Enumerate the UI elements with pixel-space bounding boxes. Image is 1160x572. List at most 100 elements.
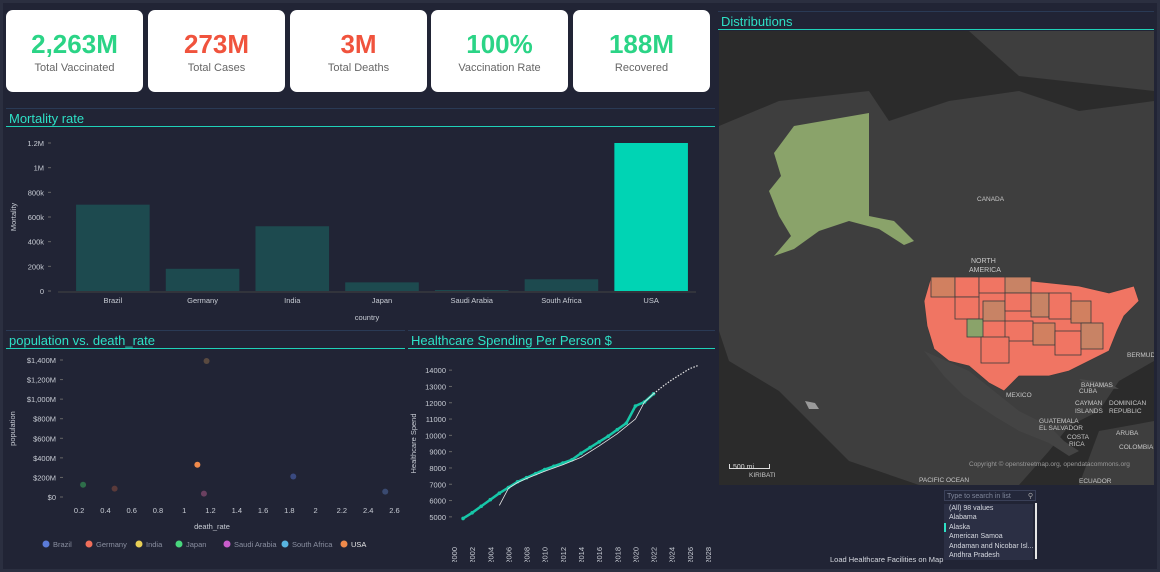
scatter-point[interactable] (194, 461, 201, 468)
legend-marker (281, 540, 289, 548)
y-tick-label: 200k (28, 262, 45, 271)
legend-label[interactable]: South Africa (292, 540, 333, 549)
kpi-label: Vaccination Rate (458, 62, 541, 74)
svg-text:COSTA: COSTA (1067, 434, 1090, 441)
series-point[interactable] (497, 491, 502, 496)
filter-search-input[interactable]: Type to search in list ⚲ (944, 490, 1036, 501)
svg-text:ARUBA: ARUBA (1116, 430, 1139, 437)
scatter-point[interactable] (290, 473, 297, 480)
kpi-value: 100% (466, 29, 533, 59)
y-tick-label: 13000 (425, 382, 446, 391)
series-point[interactable] (597, 440, 601, 444)
legend-label[interactable]: India (146, 540, 163, 549)
bar[interactable] (76, 204, 150, 291)
legend-label[interactable]: Brazil (53, 540, 72, 549)
svg-text:ISLANDS: ISLANDS (1075, 408, 1103, 415)
x-tick-label: 2002 (468, 547, 477, 562)
series-point[interactable] (615, 427, 620, 432)
population-scatter-chart[interactable]: $1,400M $1,200M $1,000M $800M $600M $400M $200… (6, 350, 406, 555)
series-point[interactable] (488, 497, 493, 502)
series-point[interactable] (588, 445, 592, 450)
alaska-region (769, 113, 914, 256)
kpi-label: Total Vaccinated (34, 62, 115, 74)
series-line[interactable] (462, 392, 655, 520)
scatter-point[interactable] (203, 357, 210, 364)
x-tick-label: 2012 (559, 547, 568, 562)
y-axis-label: Healthcare Spend (409, 413, 418, 473)
load-facilities-link[interactable]: Load Healthcare Facilities on Map (830, 555, 944, 564)
x-tick-label: 2018 (613, 547, 622, 562)
legend-label[interactable]: Germany (96, 540, 127, 549)
svg-text:CANADA: CANADA (977, 196, 1005, 203)
bar[interactable] (165, 268, 240, 291)
svg-text:MEXICO: MEXICO (1006, 392, 1032, 399)
x-tick-label: 2020 (631, 547, 640, 562)
y-axis-label: Mortality (9, 203, 18, 232)
scatter-point[interactable] (200, 490, 207, 497)
series-point[interactable] (479, 504, 484, 509)
scatter-point[interactable] (80, 481, 87, 488)
series-point[interactable] (506, 485, 511, 490)
y-tick-label: 7000 (429, 480, 446, 489)
filter-list-item[interactable]: Alaska (944, 522, 1033, 533)
kpi-value: 2,263M (31, 29, 118, 59)
x-tick-label: Saudi Arabia (450, 296, 493, 305)
y-tick-label: $800M (33, 415, 56, 424)
bar[interactable] (434, 290, 509, 291)
filter-list-item[interactable]: (All) 98 values (949, 505, 994, 512)
series-point[interactable] (633, 404, 638, 408)
scatter-point[interactable] (111, 485, 118, 492)
filter-list-item[interactable]: American Samoa (949, 533, 1003, 541)
distribution-map[interactable]: CANADA NORTH AMERICA MEXICO CUBA BAHAMAS… (719, 31, 1154, 485)
bar[interactable] (255, 226, 330, 291)
x-tick-label: 2000 (450, 547, 459, 562)
svg-text:REPUBLIC: REPUBLIC (1109, 408, 1142, 415)
kpi-value: 188M (608, 29, 675, 59)
svg-text:KIRIBATI: KIRIBATI (749, 472, 776, 479)
kpi-card: 188M Recovered (573, 10, 710, 92)
x-tick-label: 2.2 (337, 506, 347, 515)
svg-text:COLOMBIA: COLOMBIA (1119, 444, 1154, 451)
x-tick-label: 2.4 (363, 506, 373, 515)
mortality-bar-chart[interactable]: 1.2M 1M 800k 600k 400k 200k 0 Mortality Brazil Ge… (6, 128, 716, 326)
filter-list-item[interactable]: Andaman and Nicobar Isl... (949, 542, 1033, 550)
y-tick-label: 9000 (429, 448, 446, 457)
series-point[interactable] (515, 480, 520, 484)
y-tick-label: 10000 (425, 431, 446, 440)
legend-marker (223, 540, 231, 548)
svg-text:DOMINICAN: DOMINICAN (1109, 400, 1147, 407)
series-point[interactable] (579, 451, 583, 456)
search-icon[interactable]: ⚲ (1027, 493, 1033, 500)
filter-list[interactable]: (All) 98 values Alabama Alaska American Sam… (944, 504, 1033, 560)
series-point[interactable] (624, 421, 629, 425)
x-tick-label: 0.4 (100, 506, 110, 515)
x-tick-label: 2008 (523, 547, 532, 562)
y-tick-label: 11000 (426, 415, 446, 424)
series-point[interactable] (461, 516, 465, 521)
series-point[interactable] (470, 510, 474, 515)
legend-label[interactable]: USA (351, 540, 366, 549)
x-tick-label: 2026 (686, 547, 695, 562)
filter-list-item[interactable]: Andhra Pradesh (949, 552, 1000, 560)
kpi-card: 2,263M Total Vaccinated (6, 10, 143, 92)
filter-scrollbar[interactable] (1035, 503, 1037, 559)
bar[interactable] (614, 143, 688, 291)
y-tick-label: 1.2M (27, 139, 44, 148)
svg-text:PACIFIC OCEAN: PACIFIC OCEAN (919, 477, 969, 484)
scatter-title: population vs. death_rate (6, 330, 405, 349)
bar[interactable] (524, 279, 599, 291)
state-filter[interactable]: Type to search in list ⚲ (All) 98 values… (944, 490, 1040, 562)
filter-list-item[interactable]: Alabama (949, 514, 977, 522)
legend-label[interactable]: Saudi Arabia (234, 540, 277, 549)
healthcare-line-chart[interactable]: 14000 13000 12000 11000 10000 9000 8000 7000 600… (408, 350, 716, 562)
legend-label[interactable]: Japan (186, 540, 206, 549)
x-tick-label: Japan (372, 296, 392, 305)
series-point[interactable] (606, 434, 611, 438)
distributions-title: Distributions (718, 11, 1154, 30)
x-tick-label: India (284, 296, 301, 305)
mortality-title: Mortality rate (6, 108, 715, 127)
x-tick-label: 2016 (595, 547, 604, 562)
bar[interactable] (345, 282, 419, 291)
svg-text:GUATEMALA: GUATEMALA (1039, 418, 1079, 425)
scatter-point[interactable] (382, 488, 389, 495)
